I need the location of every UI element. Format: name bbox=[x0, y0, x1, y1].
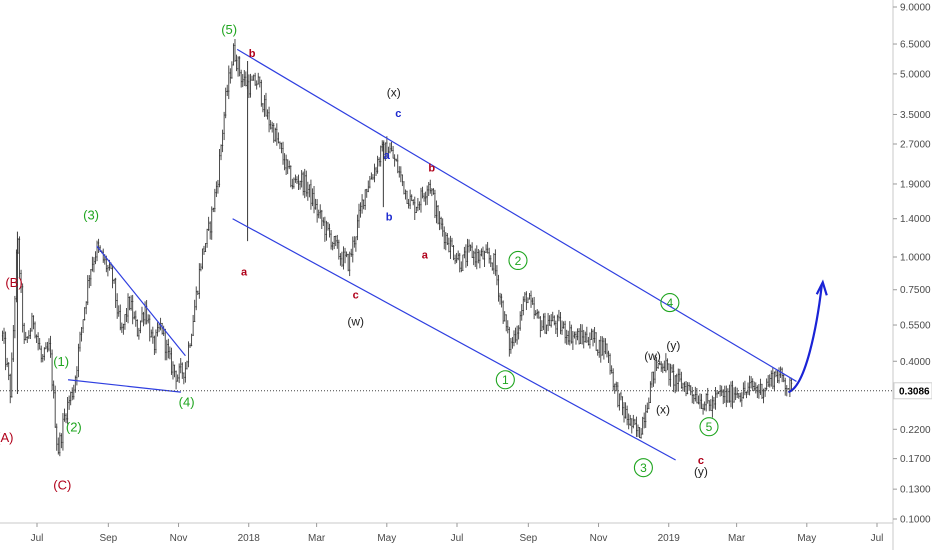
wave-label: 5 bbox=[706, 420, 713, 434]
price-tick-label: 6.5000 bbox=[900, 40, 931, 51]
price-tick-label: 0.2200 bbox=[900, 425, 931, 436]
price-tick-label: 3.5000 bbox=[900, 110, 931, 121]
wave-label-circle bbox=[660, 293, 680, 313]
time-tick-label: 2019 bbox=[658, 533, 681, 544]
projection-arrow-path bbox=[787, 285, 823, 394]
wave-label: 3 bbox=[640, 461, 647, 475]
wave-label: a bbox=[384, 150, 391, 162]
wave-label: (w) bbox=[347, 314, 364, 328]
wave-label: c bbox=[395, 108, 401, 120]
last-price-badge bbox=[893, 382, 932, 400]
wave-label: c bbox=[353, 289, 359, 301]
wave-label-circle bbox=[508, 250, 528, 271]
wave-label: (A) bbox=[0, 430, 13, 445]
last-price-label: 0.3086 bbox=[899, 386, 930, 397]
wave-label: (3) bbox=[83, 207, 99, 222]
time-tick-label: Jul bbox=[451, 533, 464, 544]
wave-label: (y) bbox=[694, 465, 708, 479]
wave-label: b bbox=[428, 162, 435, 174]
wave-label: 4 bbox=[667, 296, 674, 310]
price-tick-label: 0.1000 bbox=[900, 515, 931, 526]
trendline-layer bbox=[68, 48, 828, 461]
wave-label: (4) bbox=[179, 395, 195, 410]
time-tick-label: Nov bbox=[590, 533, 608, 544]
wave-label: 2 bbox=[515, 254, 522, 268]
wave-label: (B) bbox=[5, 275, 22, 290]
wave-label: (2) bbox=[66, 419, 82, 434]
wave-label: b bbox=[386, 211, 393, 223]
price-tick-label: 0.7500 bbox=[900, 285, 931, 296]
time-tick-label: May bbox=[377, 533, 396, 544]
wave-label: a bbox=[422, 250, 429, 262]
time-tick-label: Sep bbox=[519, 533, 537, 544]
channel-lower-line bbox=[232, 218, 676, 461]
wave-label: (w) bbox=[644, 349, 661, 363]
wave-label: 1 bbox=[502, 373, 509, 387]
price-tick-label: 0.5500 bbox=[900, 321, 931, 332]
wave-label: (C) bbox=[53, 478, 71, 493]
time-tick-label: May bbox=[797, 533, 816, 544]
price-tick-label: 9.0000 bbox=[900, 3, 931, 14]
wave-label-layer: (A) (B) (C) (1) (2) (3) (4) (5) b a c (w) (x) c a b b a 2 1… bbox=[0, 22, 719, 493]
triangle-line bbox=[96, 245, 186, 357]
time-tick-label: Mar bbox=[728, 533, 746, 544]
channel-upper-line bbox=[236, 48, 797, 382]
wave-label: a bbox=[241, 267, 248, 279]
triangle-line bbox=[68, 379, 181, 393]
wave-label: (5) bbox=[221, 22, 237, 37]
time-tick-label: Jul bbox=[871, 533, 884, 544]
price-tick-label: 1.9000 bbox=[900, 179, 931, 190]
wave-label: c bbox=[698, 455, 704, 467]
wave-label-circle bbox=[633, 458, 653, 478]
time-tick-label: Mar bbox=[308, 533, 326, 544]
price-tick-label: 1.0000 bbox=[900, 253, 931, 264]
projection-arrow-head bbox=[815, 279, 828, 296]
time-tick-label: Sep bbox=[99, 533, 117, 544]
wave-label: (1) bbox=[53, 354, 69, 369]
wave-label-circle bbox=[495, 370, 515, 390]
price-tick-label: 5.0000 bbox=[900, 69, 931, 80]
wave-label: (x) bbox=[387, 86, 401, 100]
price-tick-label: 0.1700 bbox=[900, 454, 931, 465]
wave-label-circle bbox=[699, 417, 719, 437]
wave-label: b bbox=[249, 48, 256, 60]
time-tick-label: Nov bbox=[170, 533, 188, 544]
price-tick-label: 0.1300 bbox=[900, 485, 931, 496]
candle-layer bbox=[1, 39, 793, 457]
price-tick-label: 2.7000 bbox=[900, 139, 931, 150]
time-tick-label: 2018 bbox=[238, 533, 261, 544]
time-tick-label: Jul bbox=[31, 533, 44, 544]
wave-label: (x) bbox=[656, 403, 670, 417]
wave-label: (y) bbox=[666, 339, 680, 353]
price-tick-label: 1.4000 bbox=[900, 214, 931, 225]
price-tick-label: 0.4000 bbox=[900, 357, 931, 368]
